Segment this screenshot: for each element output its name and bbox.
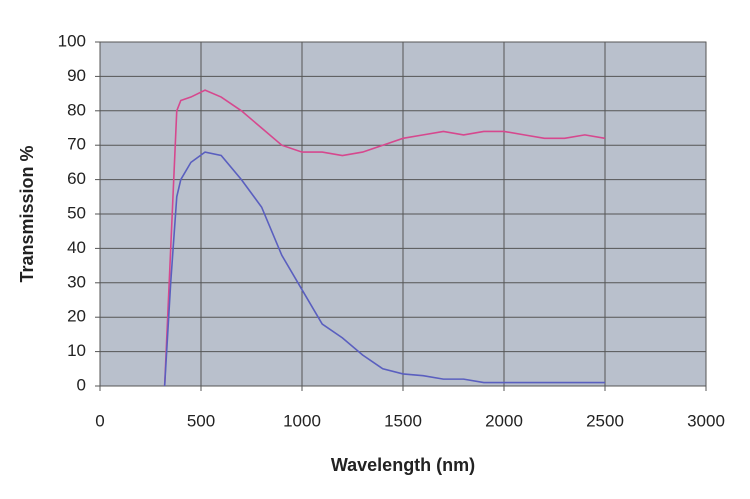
y-tick-label: 0 <box>77 375 86 394</box>
y-tick-label: 40 <box>67 238 86 257</box>
data-line <box>163 89 606 387</box>
x-tick-label: 3000 <box>687 411 725 430</box>
y-tick-label: 100 <box>58 31 86 50</box>
x-tick-label: 500 <box>187 411 215 430</box>
y-tick-label: 10 <box>67 341 86 360</box>
x-tick-label: 2500 <box>586 411 624 430</box>
x-tick-label: 0 <box>95 411 104 430</box>
y-tick-label: 20 <box>67 307 86 326</box>
y-tick-label: 60 <box>67 169 86 188</box>
data-line <box>163 151 605 387</box>
x-tick-label: 1500 <box>384 411 422 430</box>
y-tick-label: 50 <box>67 203 86 222</box>
y-tick-label: 80 <box>67 100 86 119</box>
x-axis-title: Wavelength (nm) <box>331 455 475 475</box>
x-tick-label: 2000 <box>485 411 523 430</box>
y-tick-label: 30 <box>67 272 86 291</box>
y-tick-label: 70 <box>67 135 86 154</box>
y-axis-title: Transmission % <box>17 145 37 282</box>
x-tick-label: 1000 <box>283 411 321 430</box>
y-tick-label: 90 <box>67 66 86 85</box>
